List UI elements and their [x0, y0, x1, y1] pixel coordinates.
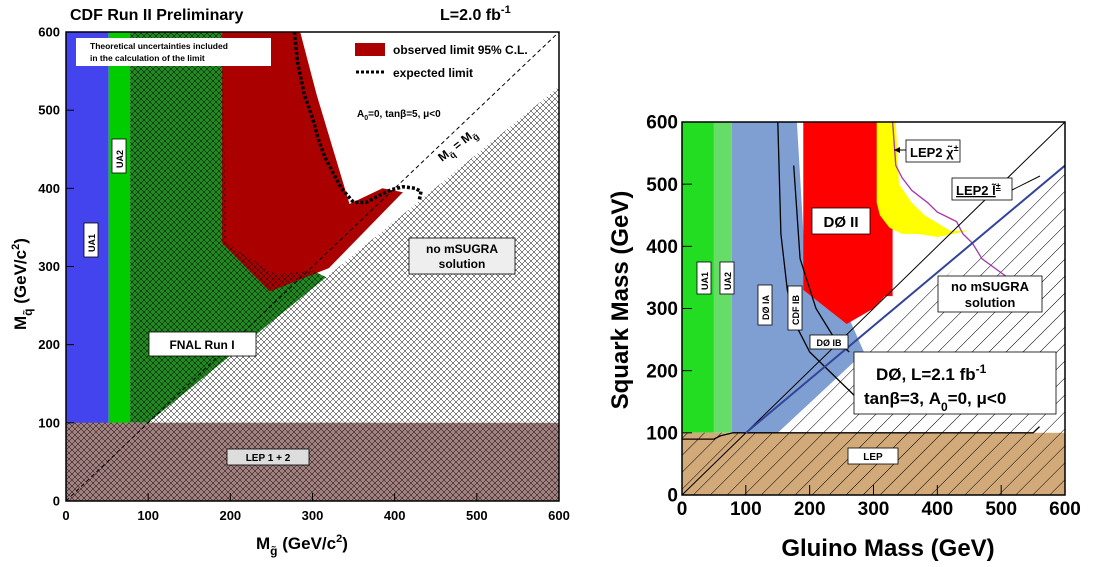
label-lep: LEP 1 + 2 [226, 448, 310, 466]
region-observed-limit-95-c-l [222, 32, 403, 292]
svg-text:LEP: LEP [863, 452, 883, 463]
x-axis-label: Mg̃ (GeV/c2) [256, 533, 348, 558]
boundary-lep2-chargino [891, 122, 1021, 288]
x-tick-label: 300 [858, 499, 890, 520]
svg-text:no mSUGRA: no mSUGRA [426, 242, 498, 256]
region-lep2-chargino-band [876, 122, 970, 237]
label-ua2: UA2 [719, 261, 735, 295]
y-tick-label: 300 [38, 259, 60, 274]
info-line-2: tanβ=3, A0=0, μ<0 [864, 389, 1006, 414]
legend-label-observed: observed limit 95% C.L. [393, 43, 528, 57]
svg-text:no mSUGRA: no mSUGRA [951, 279, 1030, 294]
x-tick-label: 400 [921, 499, 953, 520]
hatch-no-msugra-solution [148, 86, 559, 423]
info-line-1: DØ, L=2.1 fb-1 [876, 362, 987, 384]
svg-text:LEP2 l̃±: LEP2 l̃± [956, 181, 1001, 198]
svg-text:UA2: UA2 [115, 150, 125, 168]
label-ua2: UA2 [111, 138, 127, 174]
cdf-exclusion-chart: 0 100 200 300 400 500 600 0 100 200 300 400 500 600 C… [10, 4, 570, 558]
x-tick-label: 300 [302, 508, 324, 523]
model-parameters: A0=0, tanβ=5, μ<0 [357, 109, 441, 122]
x-tick-label: 100 [730, 499, 762, 520]
y-tick-label: 300 [646, 299, 678, 320]
label-lep2-slepton: LEP2 l̃± [951, 175, 1041, 201]
y-tick-label: 100 [646, 423, 678, 444]
label-no-msugra: no mSUGRA solution [408, 237, 516, 275]
svg-text:UA1: UA1 [700, 272, 710, 290]
x-tick-label: 500 [466, 508, 488, 523]
legend-label-expected: expected limit [393, 66, 473, 80]
x-tick-label: 600 [548, 508, 570, 523]
y-tick-label: 600 [646, 113, 678, 134]
x-tick-label: 400 [384, 508, 406, 523]
x-tick-label: 200 [794, 499, 826, 520]
x-tick-label: 600 [1049, 499, 1081, 520]
y-tick-label: 400 [38, 181, 60, 196]
y-tick-label: 100 [38, 415, 60, 430]
label-lep: LEP [847, 447, 899, 465]
d0-exclusion-chart: 0 100 200 300 400 500 600 0 100 200 300 400 500 600 G… [607, 113, 1081, 562]
svg-text:solution: solution [965, 295, 1016, 310]
hatch-fnal-run-i [130, 32, 531, 423]
svg-text:solution: solution [439, 257, 486, 271]
boundary-lep [682, 426, 1040, 440]
chart-header-left: CDF Run II Preliminary [70, 7, 243, 24]
y-axis-label: Mq̃ (GeV/c2) [10, 238, 35, 330]
region-ua1 [66, 32, 109, 501]
x-tick-label: 0 [677, 499, 688, 520]
y-tick-label: 200 [646, 361, 678, 382]
chart-header-right: L=2.0 fb-1 [440, 4, 511, 24]
svg-text:DØ II: DØ II [823, 214, 858, 231]
x-tick-label: 200 [219, 508, 241, 523]
y-tick-label: 500 [38, 103, 60, 118]
x-tick-label: 500 [985, 499, 1017, 520]
y-tick-label: 600 [38, 25, 60, 40]
expected-limit-line [292, 32, 423, 205]
x-axis-label: Gluino Mass (GeV) [781, 535, 994, 562]
y-tick-label: 0 [667, 486, 678, 507]
label-d0-ii: DØ II [811, 207, 871, 235]
svg-text:CDF IB: CDF IB [791, 295, 801, 325]
label-ua1: UA1 [696, 261, 712, 295]
svg-text:UA1: UA1 [87, 234, 97, 252]
svg-text:LEP2 χ̃±: LEP2 χ̃± [910, 143, 959, 160]
label-cdf-ib: CDF IB [787, 285, 803, 331]
y-axis-label: Squark Mass (GeV) [607, 191, 634, 410]
legend: observed limit 95% C.L. expected limit [355, 43, 528, 80]
note-line-2: in the calculation of the limit [90, 53, 205, 63]
svg-text:UA2: UA2 [723, 272, 733, 290]
label-fnal-run-1: FNAL Run I [148, 331, 257, 357]
info-box: DØ, L=2.1 fb-1 tanβ=3, A0=0, μ<0 [853, 351, 1057, 415]
label-lep2-chargino: LEP2 χ̃± [894, 139, 961, 163]
label-d0-ib: DØ IB [809, 334, 849, 350]
svg-text:DØ IB: DØ IB [816, 338, 842, 348]
x-tick-label: 0 [62, 508, 69, 523]
y-tick-label: 0 [53, 494, 60, 509]
svg-text:DØ IA: DØ IA [761, 294, 771, 320]
y-tick-label: 200 [38, 337, 60, 352]
legend-swatch-observed [355, 43, 385, 56]
label-ua1: UA1 [83, 222, 99, 258]
label-d0-ia: DØ IA [757, 284, 773, 326]
no-solution-edge [745, 164, 1065, 434]
y-tick-label: 500 [646, 175, 678, 196]
uncertainty-note: Theoretical uncertainties included in th… [76, 38, 271, 66]
svg-text:LEP 1 + 2: LEP 1 + 2 [246, 453, 291, 464]
svg-text:FNAL Run I: FNAL Run I [169, 338, 234, 352]
region-d-ia-cdf-ib-d-ib [731, 122, 938, 433]
note-line-1: Theoretical uncertainties included [90, 41, 228, 51]
hatch-lep-1-2 [66, 422, 559, 501]
diagonal-line [66, 32, 559, 501]
y-tick-label: 400 [646, 237, 678, 258]
label-no-msugra: no mSUGRA solution [937, 275, 1043, 313]
x-tick-label: 100 [137, 508, 159, 523]
